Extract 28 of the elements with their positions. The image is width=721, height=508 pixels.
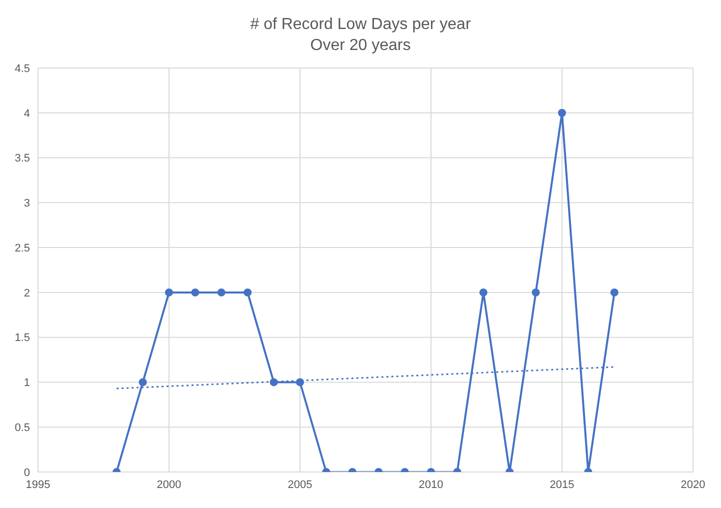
x-tick-label: 2005: [288, 478, 312, 491]
chart-title: # of Record Low Days per year: [249, 15, 472, 35]
point: [479, 288, 488, 296]
point: [270, 378, 278, 386]
y-tick-label: 0: [24, 466, 30, 479]
point: [138, 378, 147, 386]
y-tick-label: 3.5: [14, 152, 30, 165]
point: [610, 288, 618, 296]
y-tick-label: 4.5: [14, 62, 30, 75]
x-tick-label: 2020: [680, 478, 706, 491]
point: [217, 288, 226, 296]
point: [532, 288, 540, 296]
point: [244, 288, 252, 296]
y-tick-label: 1: [24, 377, 30, 390]
x-tick-label: 2000: [156, 478, 182, 491]
y-tick-label: 0.5: [14, 422, 30, 434]
y-tick-label: 4: [24, 108, 30, 120]
x-tick-label: 1995: [26, 478, 50, 491]
y-tick-label: 1.5: [14, 332, 30, 344]
point: [296, 378, 304, 386]
chart-subtitle: Over 20 years: [309, 36, 412, 56]
y-tick-label: 2.5: [14, 242, 30, 254]
y-tick-label: 2: [24, 287, 30, 300]
point: [191, 288, 200, 296]
x-tick-label: 2010: [418, 478, 444, 491]
x-tick-label: 2015: [550, 478, 574, 491]
y-tick-label: 3: [24, 198, 30, 210]
point: [165, 288, 173, 296]
